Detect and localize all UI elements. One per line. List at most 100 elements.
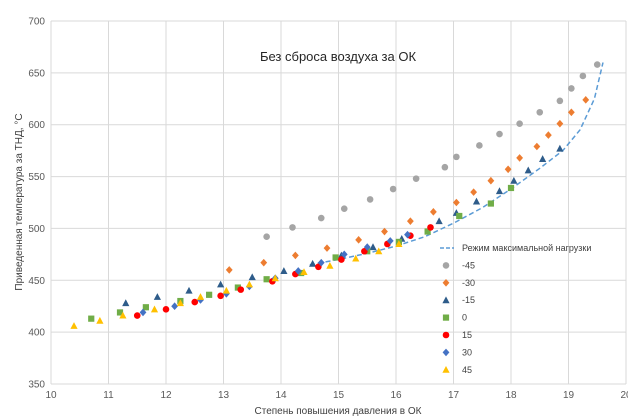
- data-point: [456, 212, 463, 220]
- legend-marker: [442, 348, 450, 357]
- data-point: [217, 292, 224, 300]
- data-point: [472, 197, 481, 205]
- data-point: [191, 298, 199, 306]
- x-tick-label: 16: [390, 390, 402, 401]
- data-point: [263, 233, 270, 241]
- data-point: [338, 256, 345, 263]
- y-tick-label: 400: [28, 328, 45, 339]
- data-point: [171, 302, 179, 311]
- data-point: [326, 261, 334, 269]
- data-point: [366, 196, 374, 203]
- data-point: [153, 293, 161, 300]
- data-point: [176, 299, 184, 307]
- legend-marker: [442, 262, 450, 269]
- data-point: [516, 154, 524, 162]
- data-point: [245, 280, 253, 288]
- y-tick-label: 650: [28, 68, 45, 79]
- x-tick-label: 14: [275, 390, 287, 401]
- data-point: [389, 185, 397, 193]
- data-point: [260, 258, 268, 267]
- data-point: [452, 198, 460, 207]
- data-point: [289, 224, 296, 231]
- data-point: [495, 187, 504, 195]
- data-point: [533, 142, 541, 151]
- data-point: [139, 308, 147, 317]
- data-point: [593, 61, 601, 68]
- series-minus30: [225, 96, 590, 274]
- legend-label: 15: [462, 330, 472, 340]
- data-point: [340, 250, 348, 259]
- data-point: [544, 131, 552, 139]
- y-tick-label: 500: [28, 224, 45, 235]
- series-minus45: [263, 61, 601, 241]
- data-point: [568, 85, 575, 92]
- data-point: [332, 254, 339, 261]
- data-point: [206, 291, 213, 298]
- data-point: [579, 72, 587, 80]
- data-point: [556, 97, 564, 105]
- data-point: [487, 200, 494, 207]
- data-point: [536, 108, 544, 116]
- data-point: [225, 266, 233, 274]
- data-point: [361, 247, 368, 255]
- data-point: [70, 322, 78, 329]
- data-point: [133, 312, 141, 319]
- data-point: [487, 176, 495, 185]
- data-point: [470, 188, 478, 196]
- data-point: [88, 315, 95, 322]
- data-point: [222, 289, 230, 298]
- data-point: [424, 228, 431, 235]
- data-point: [185, 286, 193, 294]
- chart-title: Без сброса воздуха за ОК: [260, 49, 417, 64]
- legend-label: Режим максимальной нагрузки: [462, 243, 591, 253]
- y-tick-label: 350: [28, 380, 45, 391]
- data-point: [291, 251, 299, 260]
- data-point: [369, 243, 377, 251]
- data-point: [427, 224, 434, 231]
- data-point: [510, 176, 518, 184]
- legend-label: 0: [462, 313, 467, 323]
- legend-marker: [442, 314, 450, 321]
- legend-marker: [442, 366, 450, 373]
- data-point: [404, 230, 411, 239]
- data-point: [406, 217, 414, 225]
- x-tick-label: 11: [103, 390, 114, 401]
- data-point: [582, 96, 590, 104]
- data-point: [263, 276, 270, 283]
- data-point: [217, 280, 225, 288]
- data-point: [234, 284, 241, 291]
- data-point: [248, 273, 256, 281]
- legend: Режим максимальной нагрузки -45 -30 -15 0 15 3…: [440, 243, 591, 375]
- legend-label: 30: [462, 347, 472, 357]
- legend-marker: [442, 331, 450, 339]
- x-tick-label: 15: [333, 390, 345, 401]
- data-point: [315, 263, 322, 271]
- x-tick-label: 19: [563, 390, 575, 401]
- data-point: [567, 108, 575, 117]
- series-minus15: [122, 144, 564, 307]
- y-tick-label: 550: [28, 172, 45, 183]
- data-point: [476, 142, 483, 149]
- data-point: [441, 163, 449, 171]
- y-tick-label: 700: [28, 17, 45, 28]
- series-45: [70, 240, 403, 329]
- data-point: [386, 237, 394, 245]
- data-points: [70, 61, 601, 329]
- x-tick-label: 10: [45, 390, 57, 401]
- grid-lines: [50, 20, 627, 385]
- legend-label: -45: [462, 260, 475, 270]
- data-point: [271, 274, 279, 282]
- y-tick-label: 600: [28, 120, 45, 131]
- data-point: [435, 217, 443, 225]
- data-point: [96, 316, 104, 324]
- data-point: [504, 165, 512, 174]
- data-point: [429, 208, 437, 216]
- x-tick-label: 17: [448, 390, 460, 401]
- data-point: [412, 175, 420, 182]
- data-point: [309, 259, 317, 267]
- x-tick-label: 12: [160, 390, 172, 401]
- data-point: [317, 258, 325, 267]
